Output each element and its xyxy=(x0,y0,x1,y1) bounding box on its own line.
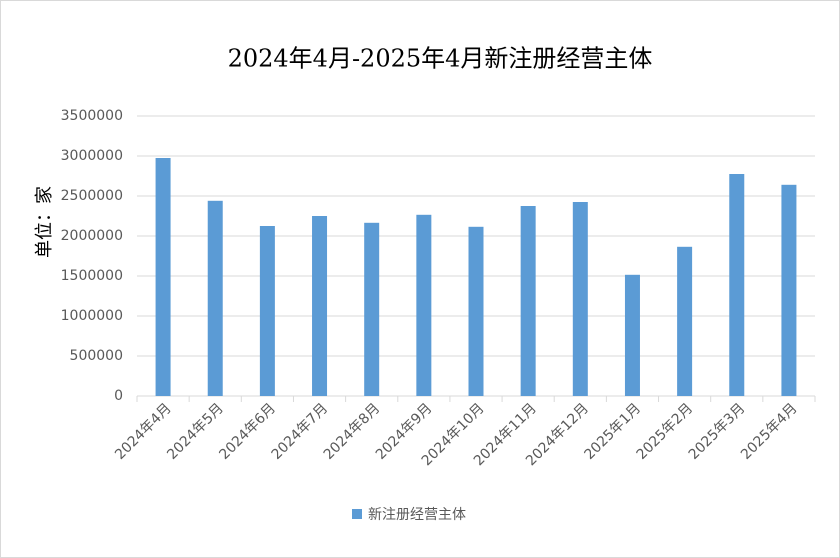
y-tick-label: 500000 xyxy=(70,348,123,364)
bar xyxy=(624,274,640,396)
legend-label: 新注册经营主体 xyxy=(368,507,466,523)
bar xyxy=(312,216,328,396)
y-tick-label: 2500000 xyxy=(61,188,123,204)
bar xyxy=(572,202,588,396)
chart-title: 2024年4月-2025年4月新注册经营主体 xyxy=(228,45,653,73)
y-tick-label: 2000000 xyxy=(61,228,123,244)
bar xyxy=(207,200,223,396)
legend-swatch xyxy=(352,509,362,519)
bar xyxy=(259,226,275,396)
bar xyxy=(155,158,171,396)
bar xyxy=(520,206,536,396)
bar xyxy=(781,184,797,396)
y-tick-label: 1500000 xyxy=(61,268,123,284)
y-tick-label: 0 xyxy=(114,388,123,404)
y-tick-label: 3000000 xyxy=(61,148,123,164)
bar xyxy=(416,214,432,396)
bar xyxy=(468,226,484,396)
bar xyxy=(677,246,693,396)
y-tick-label: 1000000 xyxy=(61,308,123,324)
y-tick-label: 3500000 xyxy=(61,108,123,124)
bar xyxy=(364,222,380,396)
y-axis-label: 单位：家 xyxy=(34,186,55,258)
bar xyxy=(729,174,745,396)
